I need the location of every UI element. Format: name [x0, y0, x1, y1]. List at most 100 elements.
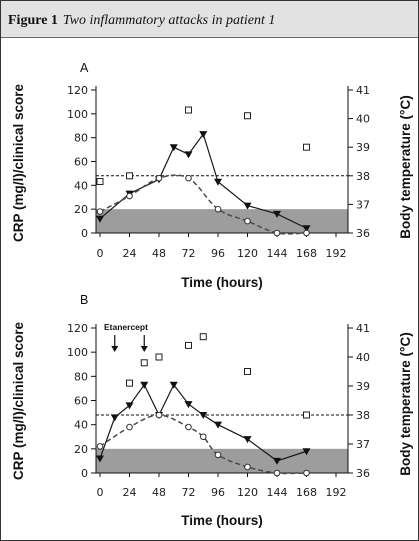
x-tick-label: 168	[296, 247, 317, 260]
circle-marker	[185, 423, 192, 431]
x-axis-title: Time (hours)	[181, 513, 263, 528]
x-tick-label: 48	[152, 247, 166, 260]
y2-tick-label: 40	[356, 351, 370, 364]
triangle-marker	[184, 401, 193, 409]
triangle-marker	[184, 151, 193, 159]
triangle-marker	[273, 457, 281, 465]
circle-marker	[273, 469, 281, 477]
y2-tick-label: 39	[356, 141, 370, 154]
y-tick-label: 20	[74, 203, 88, 216]
x-tick-label: 192	[326, 486, 347, 499]
annotation-arrow-head	[111, 346, 119, 352]
y-tick-label: 60	[74, 156, 88, 169]
panel-a: 0 20 40 60 80 100 120 36 37 38 39 40 41 0 24 48 72 96 120 1…	[11, 61, 413, 290]
y2-axis-title: Body temperature (°C)	[398, 332, 413, 475]
normal-range-band	[96, 448, 348, 473]
circle-marker	[214, 451, 222, 459]
x-tick-label: 144	[267, 247, 288, 260]
triangle-marker	[96, 215, 104, 223]
triangle-marker	[243, 202, 252, 210]
circle-marker	[96, 208, 104, 215]
y2-tick-label: 36	[356, 227, 370, 240]
panel-label: A	[80, 61, 89, 75]
square-marker	[185, 106, 192, 114]
triangle-marker	[302, 225, 311, 233]
panel-label: B	[80, 293, 88, 307]
y-tick-label: 40	[74, 179, 88, 192]
normal-range-band	[96, 209, 348, 233]
triangle-marker	[214, 421, 222, 429]
circle-marker	[155, 174, 163, 182]
y-tick-label: 0	[81, 467, 88, 480]
circle-marker	[244, 463, 251, 471]
x-tick-label: 168	[296, 486, 317, 499]
x-tick-label: 24	[123, 486, 137, 499]
y2-axis-title: Body temperature (°C)	[398, 95, 413, 238]
y-tick-label: 120	[67, 322, 88, 335]
y2-tick-label: 41	[356, 322, 370, 335]
x-tick-label: 120	[237, 247, 258, 260]
y2-tick-label: 37	[356, 198, 370, 211]
x-tick-label: 144	[267, 486, 288, 499]
y-tick-label: 60	[74, 395, 88, 408]
triangle-marker	[214, 178, 222, 186]
x-tick-label: 24	[123, 247, 137, 260]
triangle-marker	[169, 381, 178, 389]
y-tick-label: 100	[67, 108, 88, 121]
circle-marker	[126, 192, 133, 200]
x-tick-label: 48	[152, 486, 166, 499]
y2-tick-label: 38	[356, 170, 370, 183]
x-tick-label: 72	[182, 486, 196, 499]
circle-marker	[214, 205, 222, 213]
x-tick-label: 72	[182, 247, 196, 260]
y-tick-label: 100	[67, 346, 88, 359]
y-tick-label: 80	[74, 370, 88, 383]
solid-series-line	[99, 383, 307, 462]
y2-tick-label: 36	[356, 467, 370, 480]
square-marker	[244, 112, 251, 120]
x-tick-label: 120	[237, 486, 258, 499]
triangle-marker	[302, 448, 311, 456]
y2-tick-label: 40	[356, 113, 370, 126]
y-tick-label: 80	[74, 132, 88, 145]
y2-tick-label: 37	[356, 438, 370, 451]
square-marker	[155, 353, 163, 361]
square-marker	[140, 359, 148, 367]
square-marker	[303, 411, 310, 419]
circle-marker	[244, 217, 251, 225]
y2-tick-label: 38	[356, 409, 370, 422]
square-marker	[126, 379, 133, 387]
x-tick-label: 0	[97, 486, 104, 499]
triangle-marker	[125, 402, 134, 410]
x-tick-label: 96	[211, 247, 225, 260]
y-axis-title: CRP (mg/l)/clinical score	[11, 83, 26, 242]
circle-marker	[185, 174, 192, 182]
x-tick-label: 96	[211, 486, 225, 499]
triangle-marker	[199, 412, 208, 419]
y2-tick-label: 39	[356, 380, 370, 393]
y-tick-label: 20	[74, 443, 88, 456]
square-marker	[199, 333, 207, 341]
square-marker	[126, 172, 133, 180]
circle-marker	[273, 229, 281, 237]
circle-marker	[303, 469, 310, 477]
y2-tick-label: 41	[356, 84, 370, 97]
y-tick-label: 0	[81, 227, 88, 240]
triangle-marker	[243, 436, 252, 444]
triangle-marker	[273, 210, 281, 218]
triangle-marker	[140, 381, 149, 389]
circle-marker	[199, 433, 207, 441]
circle-marker	[303, 229, 310, 237]
circle-marker	[155, 411, 163, 419]
annotation-arrow-head	[140, 346, 148, 352]
square-marker	[185, 341, 192, 349]
square-marker	[96, 178, 104, 186]
triangle-marker	[110, 414, 119, 422]
x-tick-label: 192	[326, 247, 347, 260]
x-axis-title: Time (hours)	[181, 275, 263, 290]
annotation-label: Etanercept	[104, 322, 148, 332]
y-axis-title: CRP (mg/l)/clinical score	[11, 321, 26, 480]
triangle-marker	[169, 144, 178, 152]
